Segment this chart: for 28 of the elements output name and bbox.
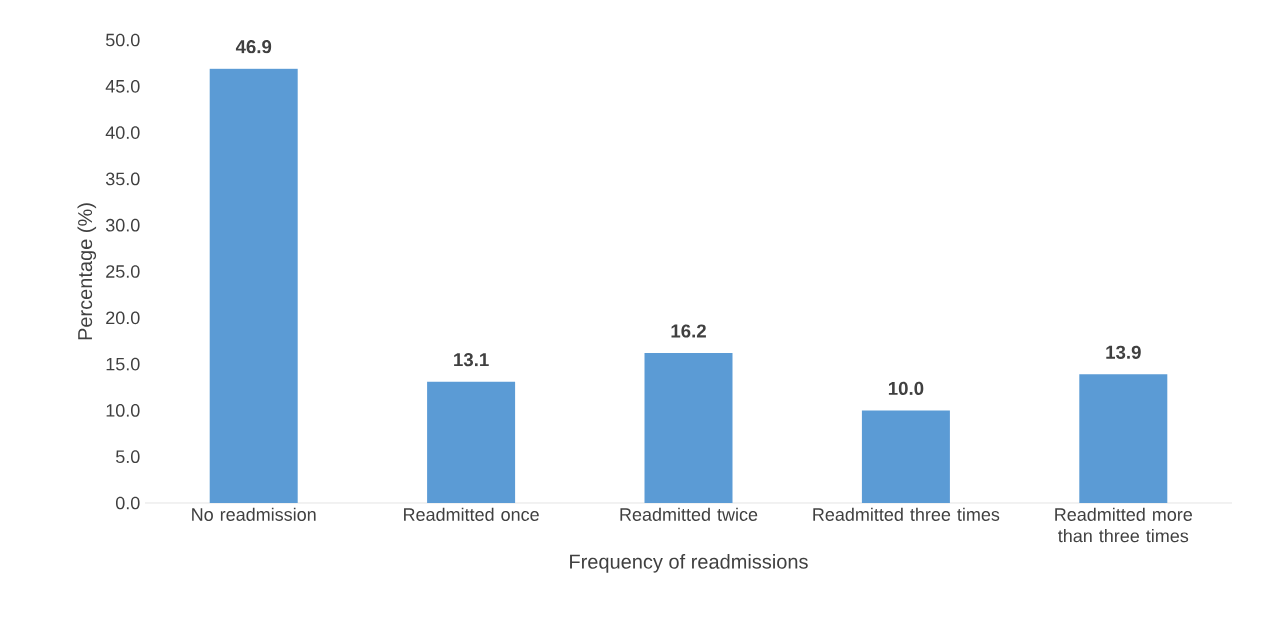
y-tick-label: 10.0 xyxy=(106,404,140,417)
data-label: 13.9 xyxy=(1106,345,1141,359)
data-label: 46.9 xyxy=(235,40,272,54)
bar xyxy=(861,410,950,503)
y-tick-label: 45.0 xyxy=(105,79,140,93)
data-label: 16.2 xyxy=(671,324,706,338)
y-tick-label: 25.0 xyxy=(106,265,140,278)
x-tick-label: No readmission xyxy=(192,507,316,521)
x-tick-label: Readmitted twice xyxy=(620,507,758,521)
data-label: 13.1 xyxy=(454,353,489,367)
y-tick-label: 5.0 xyxy=(115,450,140,464)
bar xyxy=(1079,374,1168,503)
y-tick-label: 35.0 xyxy=(105,172,140,186)
y-tick-label: 30.0 xyxy=(105,218,140,232)
y-axis-title: Percentage (%) xyxy=(77,203,97,340)
y-tick-label: 40.0 xyxy=(105,126,140,139)
data-label: 10.0 xyxy=(888,381,924,396)
x-tick-label: Readmitted once xyxy=(404,507,539,521)
y-tick-label: 50.0 xyxy=(105,33,140,47)
bar xyxy=(209,68,298,503)
bar xyxy=(427,381,516,503)
x-axis-title: Frequency of readmissions xyxy=(570,554,808,573)
x-tick-label: Readmitted more than three times xyxy=(1055,507,1193,543)
y-tick-label: 15.0 xyxy=(106,357,140,371)
bar xyxy=(644,352,733,503)
y-tick-label: 0.0 xyxy=(115,496,140,510)
x-tick-label: Readmitted three times xyxy=(813,507,1000,521)
y-tick-label: 20.0 xyxy=(106,311,140,325)
